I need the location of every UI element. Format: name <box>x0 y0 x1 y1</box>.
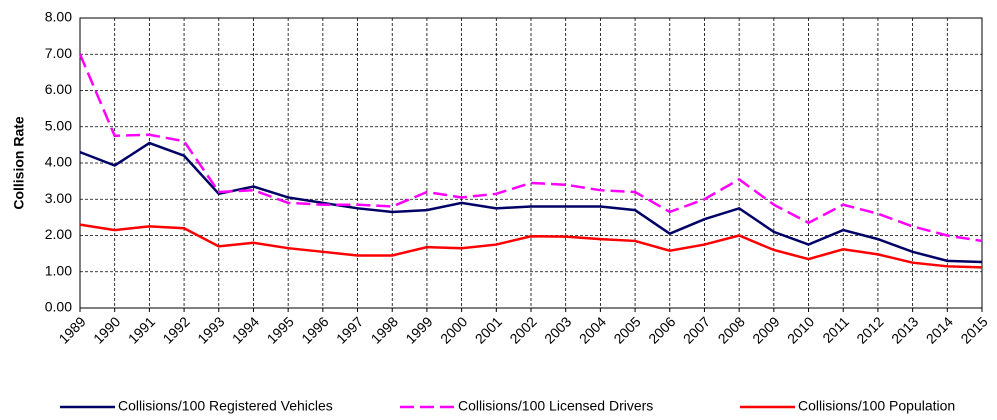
x-tick-label: 2009 <box>749 313 782 346</box>
x-tick-label: 2007 <box>680 313 713 346</box>
y-tick-label: 3.00 <box>45 190 72 206</box>
x-tick-label: 2014 <box>923 313 956 346</box>
x-tick-label: 1990 <box>90 313 123 346</box>
x-tick-label: 2011 <box>819 313 852 346</box>
series-line <box>79 223 983 269</box>
x-tick-label: 2002 <box>506 313 539 346</box>
series-line <box>78 53 983 243</box>
x-tick-label: 2005 <box>610 313 643 346</box>
x-tick-label: 2003 <box>541 313 574 346</box>
x-tick-label: 2013 <box>888 313 921 346</box>
x-tick-label: 1997 <box>333 313 366 346</box>
y-tick-label: 8.00 <box>45 9 72 25</box>
legend-label: Collisions/100 Registered Vehicles <box>118 398 333 414</box>
y-tick-label: 2.00 <box>45 226 72 242</box>
y-axis-label: Collision Rate <box>11 116 27 210</box>
x-tick-label: 1993 <box>194 313 227 346</box>
y-tick-label: 4.00 <box>45 154 72 170</box>
y-tick-label: 6.00 <box>45 81 72 97</box>
legend-label: Collisions/100 Population <box>798 398 955 414</box>
x-tick-label: 1998 <box>368 313 401 346</box>
x-tick-label: 2010 <box>784 313 817 346</box>
x-tick-label: 2015 <box>957 313 990 346</box>
plot-frame <box>79 17 983 309</box>
x-tick-label: 2001 <box>472 313 505 346</box>
x-tick-label: 1995 <box>264 313 297 346</box>
x-tick-label: 1991 <box>125 313 158 346</box>
y-tick-label: 1.00 <box>45 262 72 278</box>
y-tick-label: 5.00 <box>45 117 72 133</box>
y-tick-label: 0.00 <box>45 299 72 315</box>
x-tick-label: 2004 <box>576 313 609 346</box>
legend-label: Collisions/100 Licensed Drivers <box>458 398 653 414</box>
x-tick-label: 1994 <box>229 313 262 346</box>
x-tick-label: 2008 <box>715 313 748 346</box>
x-tick-label: 1999 <box>402 313 435 346</box>
x-tick-label: 2012 <box>853 313 886 346</box>
x-tick-label: 1992 <box>159 313 192 346</box>
y-tick-label: 7.00 <box>45 45 72 61</box>
x-tick-label: 2000 <box>437 313 470 346</box>
x-tick-label: 2006 <box>645 313 678 346</box>
x-tick-label: 1996 <box>298 313 331 346</box>
x-tick-label: 1989 <box>55 313 88 346</box>
